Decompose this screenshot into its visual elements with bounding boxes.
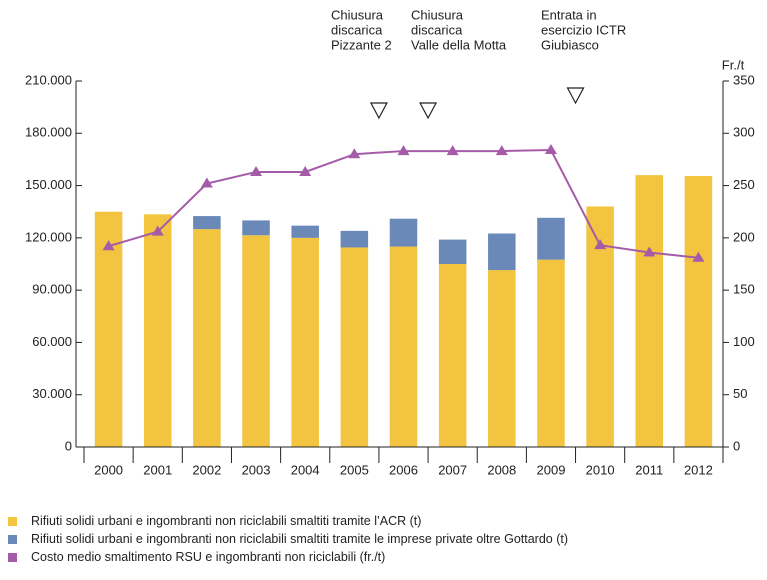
legend-swatch (8, 552, 17, 562)
x-tick-label: 2011 (635, 462, 663, 477)
bar (143, 214, 172, 447)
legend-item: Rifiuti solidi urbani e ingombranti non … (8, 530, 568, 548)
x-tick-label: 2000 (94, 462, 123, 477)
line-marker (643, 246, 656, 257)
x-tick-label: 2007 (438, 462, 467, 477)
line-marker (594, 239, 607, 250)
annotation-text: Pizzante 2 (331, 37, 392, 52)
line-marker (299, 165, 312, 176)
y-tick-label: 90.000 (32, 282, 72, 297)
bar (488, 270, 516, 447)
annotation-marker (369, 102, 388, 120)
y2-tick-label: 0 (733, 438, 740, 453)
annotation-text: Entrata in (541, 7, 597, 22)
bar (291, 237, 319, 447)
y2-tick-label: 300 (733, 125, 755, 140)
y2-tick-label: 200 (733, 229, 755, 244)
y2-tick-label: 250 (733, 177, 755, 192)
x-tick-label: 2010 (586, 462, 615, 477)
annotation-text: Chiusura (411, 7, 464, 22)
x-tick-label: 2005 (340, 462, 369, 477)
bar (488, 233, 516, 271)
x-tick-label: 2008 (487, 462, 516, 477)
annotation-text: Giubiasco (541, 37, 599, 52)
line-marker (348, 148, 361, 159)
y-tick-label: 30.000 (32, 386, 72, 401)
legend-item: Costo medio smaltimento RSU e ingombrant… (8, 548, 568, 566)
bar (340, 230, 369, 248)
x-tick-label: 2001 (143, 462, 172, 477)
legend-swatch (8, 516, 17, 526)
y-tick-label: 180.000 (25, 125, 72, 140)
bar (94, 211, 123, 447)
y2-tick-label: 50 (733, 386, 747, 401)
bar (193, 216, 221, 230)
y-tick-label: 150.000 (25, 177, 72, 192)
line-marker (200, 177, 213, 188)
y2-tick-label: 350 (733, 72, 755, 87)
y-tick-label: 60.000 (32, 334, 72, 349)
bar (242, 235, 270, 447)
y2-tick-label: 100 (733, 334, 755, 349)
line-marker (102, 240, 115, 251)
annotation-text: discarica (411, 22, 463, 37)
annotation-marker (566, 87, 585, 105)
y2-tick-label: 150 (733, 282, 755, 297)
bar (193, 229, 221, 447)
bar (291, 225, 319, 238)
line-marker (151, 225, 164, 236)
bar (340, 247, 369, 447)
x-tick-label: 2002 (192, 462, 221, 477)
x-tick-label: 2006 (389, 462, 418, 477)
line-marker (692, 251, 705, 262)
x-tick-label: 2009 (537, 462, 566, 477)
bar (389, 218, 418, 247)
legend-item: Rifiuti solidi urbani e ingombranti non … (8, 512, 568, 530)
y2-axis-label: Fr./t (722, 57, 745, 72)
legend-label: Rifiuti solidi urbani e ingombranti non … (31, 532, 569, 546)
annotation-marker (419, 102, 438, 120)
y-tick-label: 210.000 (25, 72, 72, 87)
chart: Fr./t 0 30.000 60.000 90.000 120.000 150.000 1… (25, 7, 755, 477)
annotation-text: Chiusura (331, 7, 384, 22)
line-marker (544, 144, 557, 155)
bar (438, 264, 467, 447)
x-tick-label: 2003 (242, 462, 271, 477)
line-marker (397, 145, 410, 156)
bar (242, 220, 270, 236)
annotation-text: esercizio ICTR (541, 22, 626, 37)
legend-label: Costo medio smaltimento RSU e ingombrant… (31, 550, 386, 564)
annotation-text: discarica (331, 22, 383, 37)
annotation-text: Valle della Motta (411, 37, 507, 52)
bar (537, 259, 565, 447)
bar (684, 175, 713, 447)
bar (537, 217, 565, 260)
bar (438, 239, 467, 264)
x-tick-label: 2012 (684, 462, 713, 477)
legend-swatch (8, 534, 17, 544)
line-marker (495, 145, 508, 156)
x-tick-label: 2004 (291, 462, 320, 477)
y-tick-label: 120.000 (25, 229, 72, 244)
legend-label: Rifiuti solidi urbani e ingombranti non … (31, 514, 422, 528)
y-tick-label: 0 (65, 438, 72, 453)
bar (635, 175, 664, 447)
line-marker (446, 145, 459, 156)
legend: Rifiuti solidi urbani e ingombranti non … (8, 512, 568, 566)
bar (389, 246, 418, 447)
line-marker (250, 165, 263, 176)
